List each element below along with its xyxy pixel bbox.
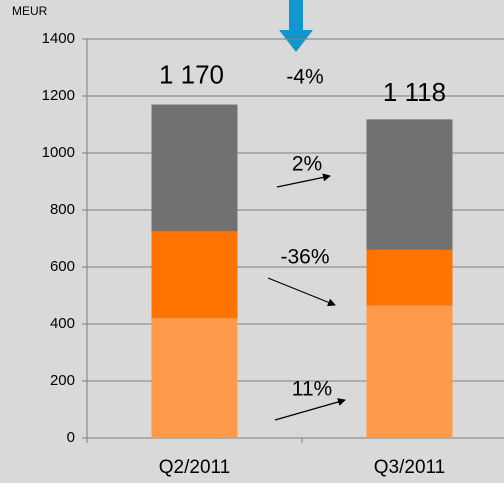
- annotation: -4%: [286, 66, 323, 89]
- bar-segment: [151, 318, 238, 438]
- annotation: 2%: [292, 153, 322, 176]
- trend-arrows: [267, 173, 346, 421]
- bar-segment: [151, 231, 238, 319]
- y-tick-label: 800: [50, 201, 75, 218]
- x-tick-label: Q3/2011: [374, 457, 445, 478]
- y-axis-label: MEUR: [12, 4, 48, 18]
- bar-segment: [366, 305, 453, 438]
- y-tick-label: 1000: [42, 144, 75, 161]
- y-tick-label: 200: [50, 372, 75, 389]
- annotation: 11%: [292, 378, 332, 401]
- y-tick-label: 1200: [42, 87, 75, 104]
- bar-segment: [151, 104, 238, 232]
- annotation: -36%: [280, 246, 329, 269]
- y-tick-label: 0: [67, 429, 75, 446]
- total-label: 1 118: [383, 77, 446, 107]
- bar-segment: [366, 119, 453, 250]
- x-tick-label: Q2/2011: [159, 457, 230, 478]
- y-tick-label: 1400: [42, 30, 75, 47]
- bar-segment: [366, 249, 453, 306]
- y-tick-label: 600: [50, 258, 75, 275]
- y-tick-label: 400: [50, 315, 75, 332]
- blue-arrow: [279, 0, 313, 52]
- total-label: 1 170: [159, 59, 224, 89]
